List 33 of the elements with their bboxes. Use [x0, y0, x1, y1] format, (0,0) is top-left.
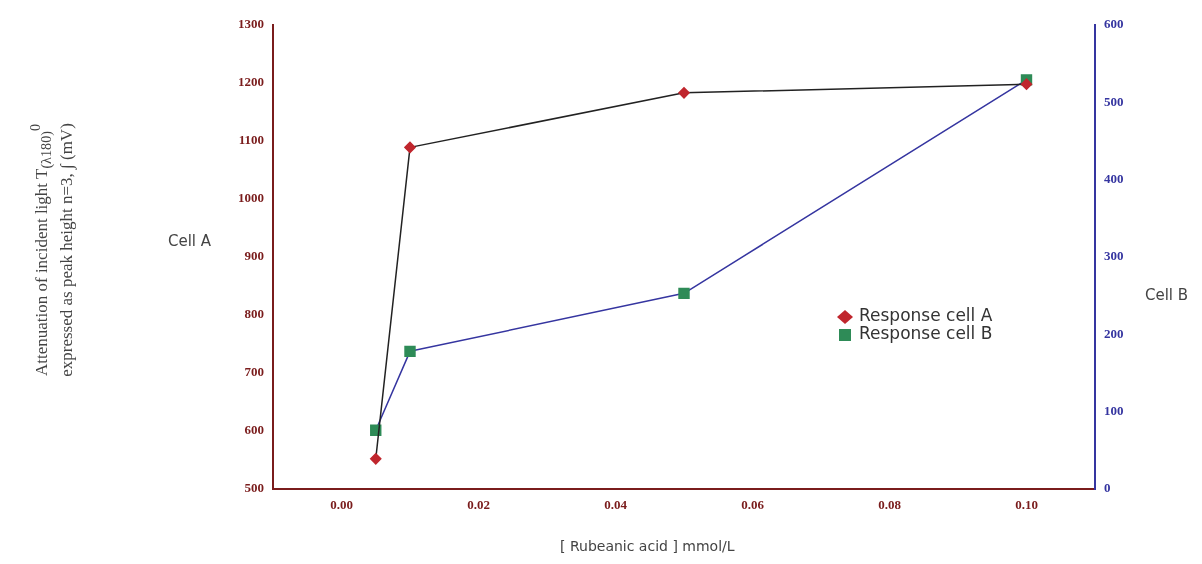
- x-tick-label: 0.08: [878, 497, 902, 513]
- x-tick-label: 0.04: [604, 497, 628, 513]
- x-tick-label: 0.02: [467, 497, 490, 513]
- y-tick-label: 900: [244, 248, 264, 264]
- y2-axis-title: Cell B: [1145, 286, 1189, 304]
- y-tick-label: 1300: [238, 16, 264, 32]
- y2-tick-label: 600: [1104, 16, 1124, 32]
- y2-tick-label: 400: [1104, 171, 1124, 187]
- point: [1020, 78, 1033, 90]
- point: [404, 141, 416, 154]
- y-tick-label: 1000: [238, 190, 264, 206]
- y-axis-title: Cell A: [168, 232, 212, 250]
- point: [678, 87, 690, 99]
- x-tick-label: 0.10: [1015, 497, 1038, 513]
- x-axis-title: [ Rubeanic acid ] mmol/L: [560, 538, 735, 554]
- y2-tick-label: 200: [1104, 325, 1124, 341]
- y-tick-label: 1100: [238, 132, 264, 148]
- y-tick-label: 1200: [238, 74, 264, 90]
- x-tick-label: 0.00: [330, 497, 353, 513]
- point: [404, 345, 416, 358]
- y-tick-label: 500: [244, 480, 264, 496]
- point: [370, 453, 382, 465]
- y2-tick-label: 300: [1104, 248, 1124, 264]
- y-tick-label: 600: [244, 422, 264, 438]
- y2-tick-label: 100: [1104, 403, 1124, 419]
- y2-tick-label: 500: [1104, 93, 1124, 109]
- point: [678, 287, 690, 300]
- y-tick-label: 700: [244, 364, 264, 380]
- legend-label: Response cell A: [859, 305, 993, 326]
- text: expressed as peak height n=3, ∫ (mV): [55, 122, 77, 379]
- x-tick-label: 0.06: [741, 497, 765, 513]
- y2-tick-label: 0: [1104, 480, 1111, 496]
- y-tick-label: 800: [244, 306, 264, 322]
